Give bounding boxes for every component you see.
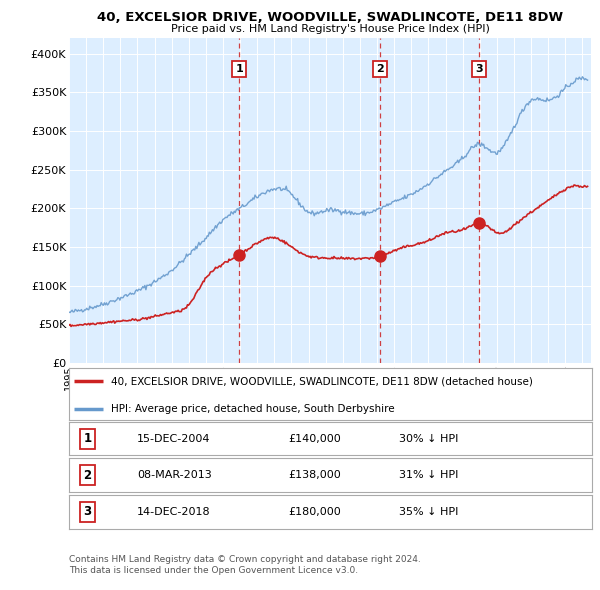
- Text: HPI: Average price, detached house, South Derbyshire: HPI: Average price, detached house, Sout…: [111, 404, 394, 414]
- Text: 14-DEC-2018: 14-DEC-2018: [137, 507, 211, 517]
- Text: 15-DEC-2004: 15-DEC-2004: [137, 434, 211, 444]
- Text: £138,000: £138,000: [289, 470, 341, 480]
- Text: 1: 1: [236, 64, 244, 74]
- Text: 31% ↓ HPI: 31% ↓ HPI: [398, 470, 458, 480]
- Text: £180,000: £180,000: [289, 507, 341, 517]
- Text: 08-MAR-2013: 08-MAR-2013: [137, 470, 212, 480]
- Text: 2: 2: [376, 64, 384, 74]
- Text: 1: 1: [83, 432, 91, 445]
- Text: 35% ↓ HPI: 35% ↓ HPI: [398, 507, 458, 517]
- Text: 30% ↓ HPI: 30% ↓ HPI: [398, 434, 458, 444]
- Text: This data is licensed under the Open Government Licence v3.0.: This data is licensed under the Open Gov…: [69, 566, 358, 575]
- Text: Contains HM Land Registry data © Crown copyright and database right 2024.: Contains HM Land Registry data © Crown c…: [69, 555, 421, 563]
- Text: Price paid vs. HM Land Registry's House Price Index (HPI): Price paid vs. HM Land Registry's House …: [170, 24, 490, 34]
- Text: 40, EXCELSIOR DRIVE, WOODVILLE, SWADLINCOTE, DE11 8DW (detached house): 40, EXCELSIOR DRIVE, WOODVILLE, SWADLINC…: [111, 376, 533, 386]
- Text: 3: 3: [475, 64, 483, 74]
- Text: £140,000: £140,000: [289, 434, 341, 444]
- Text: 3: 3: [83, 505, 91, 519]
- Text: 2: 2: [83, 468, 91, 482]
- Text: 40, EXCELSIOR DRIVE, WOODVILLE, SWADLINCOTE, DE11 8DW: 40, EXCELSIOR DRIVE, WOODVILLE, SWADLINC…: [97, 11, 563, 24]
